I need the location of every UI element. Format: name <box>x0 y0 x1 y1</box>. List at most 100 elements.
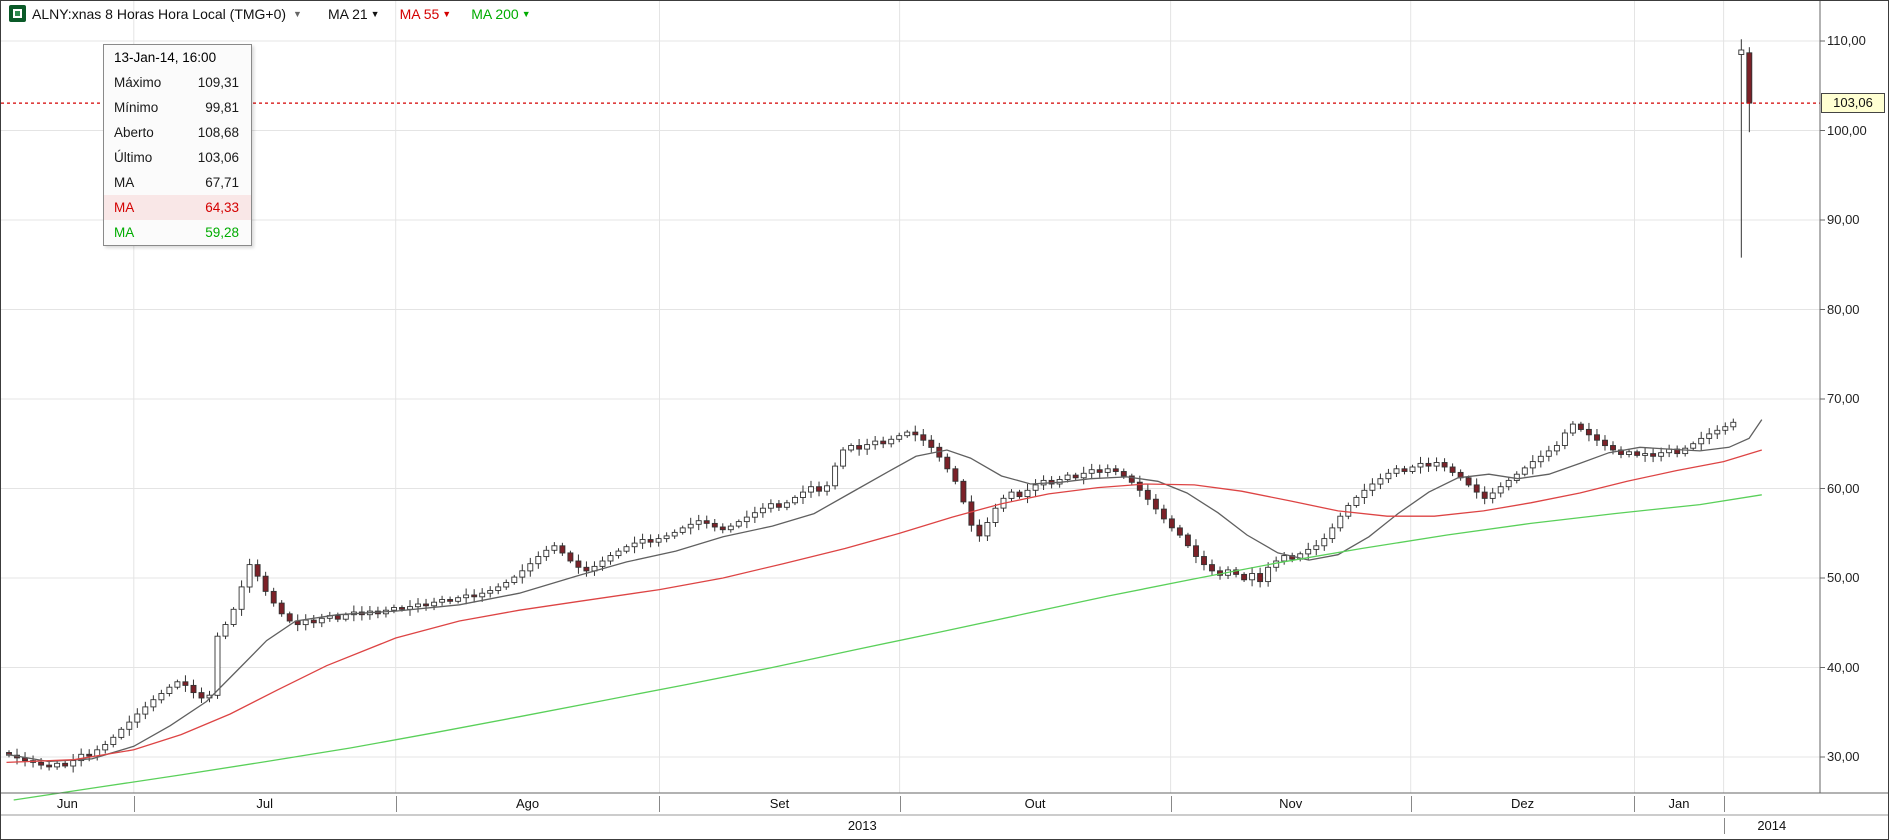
candle-body <box>976 524 983 537</box>
candle <box>110 734 117 748</box>
candle-body <box>479 592 486 598</box>
candle-body <box>1553 445 1560 452</box>
candle-body <box>54 762 61 768</box>
year-label: 2013 <box>847 818 877 833</box>
candle <box>928 435 935 453</box>
candle-body <box>984 522 991 537</box>
candle-body <box>1746 52 1753 104</box>
candle <box>1417 456 1424 474</box>
candle-body <box>1441 462 1448 468</box>
candle <box>1602 435 1608 451</box>
candle <box>679 525 686 535</box>
candle <box>647 534 654 548</box>
candle-body <box>166 686 173 694</box>
candle-body <box>1168 518 1175 529</box>
candle <box>912 425 919 442</box>
chevron-down-icon[interactable]: ▼ <box>442 8 452 19</box>
candle-body <box>824 485 830 492</box>
candle-body <box>968 501 975 526</box>
candle <box>1497 482 1504 498</box>
symbol-chevron-down-icon[interactable]: ▼ <box>293 8 302 19</box>
price-axis[interactable]: 110,00 100,00 90,00 80,00 70,00 60,00 50,00 40,… <box>1820 1 1888 793</box>
axis-separator <box>1723 818 1725 834</box>
candle-body <box>840 449 847 467</box>
candle-body <box>1144 489 1151 500</box>
tooltip-row-value: 108,68 <box>197 125 239 140</box>
app-logo-icon[interactable] <box>9 5 26 22</box>
indicator-ma-55[interactable]: MA 55 ▼ <box>400 6 452 22</box>
candle-body <box>743 516 750 523</box>
candle <box>310 615 317 628</box>
candle-body <box>1433 462 1440 467</box>
candle-body <box>182 681 189 686</box>
candle-body <box>46 764 53 768</box>
candle-body <box>599 560 606 567</box>
candle-body <box>1096 469 1103 473</box>
candle-body <box>888 438 895 445</box>
candle <box>864 438 871 455</box>
candle-body <box>1393 468 1400 474</box>
candle <box>198 687 205 703</box>
candle <box>1457 469 1464 481</box>
candle <box>1072 472 1079 480</box>
candle-body <box>262 575 269 592</box>
candle <box>719 523 726 534</box>
candle <box>519 564 526 584</box>
tooltip-row: Aberto 108,68 <box>104 120 251 145</box>
year-label: 2014 <box>1757 818 1787 833</box>
candle-body <box>848 445 855 451</box>
candle-body <box>1489 492 1496 499</box>
candle-body <box>439 599 446 603</box>
candle <box>1626 448 1632 458</box>
candle-body <box>302 619 309 626</box>
candle-body <box>1281 555 1288 562</box>
candle-body <box>872 440 879 446</box>
candle <box>1722 422 1729 435</box>
indicator-ma-200[interactable]: MA 200 ▼ <box>471 6 530 22</box>
candle-body <box>1201 556 1207 566</box>
symbol-label[interactable]: ALNY:xnas 8 Horas Hora Local (TMG+0) <box>32 5 287 22</box>
candle <box>222 621 229 640</box>
candle-body <box>1505 479 1512 488</box>
tooltip-row-value: 103,06 <box>197 150 239 165</box>
indicator-ma-21[interactable]: MA 21 ▼ <box>328 6 380 22</box>
axis-separator <box>1634 796 1636 812</box>
candle <box>150 695 157 712</box>
candle-body <box>880 440 887 445</box>
candle-body <box>1016 491 1023 498</box>
candle <box>1249 567 1256 587</box>
candle <box>262 571 269 596</box>
chevron-down-icon[interactable]: ▼ <box>521 8 531 19</box>
candle <box>1553 441 1560 456</box>
candle <box>816 481 822 497</box>
candle <box>246 558 253 593</box>
candle <box>1409 464 1416 474</box>
candle-body <box>246 564 253 588</box>
tooltip-row: Último 103,06 <box>104 145 251 170</box>
candle <box>1265 562 1272 587</box>
tooltip-row: Máximo 109,31 <box>104 70 251 95</box>
candle-body <box>832 465 839 487</box>
candle <box>944 453 951 473</box>
candle <box>775 500 782 511</box>
candle <box>1160 504 1167 524</box>
month-label: Jun <box>56 796 78 811</box>
tooltip-date: 13-Jan-14, 16:00 <box>114 50 217 65</box>
chevron-down-icon[interactable]: ▼ <box>370 8 380 19</box>
candle-body <box>920 434 927 441</box>
candle <box>1513 471 1520 484</box>
candle <box>1529 455 1536 475</box>
candle <box>78 748 85 767</box>
candle-body <box>1273 560 1280 568</box>
indicator-label: MA 200 <box>471 5 519 22</box>
y-axis-label: 30,00 <box>1827 749 1860 764</box>
time-axis-months[interactable]: Jun Jul Ago Set Out Nov Dez Jan <box>1 793 1888 815</box>
candle <box>1658 447 1665 462</box>
candle-body <box>1425 462 1432 467</box>
candle <box>1321 533 1328 551</box>
candle-body <box>487 590 494 594</box>
candle <box>62 761 69 769</box>
candle <box>158 689 165 704</box>
candle <box>583 561 590 577</box>
